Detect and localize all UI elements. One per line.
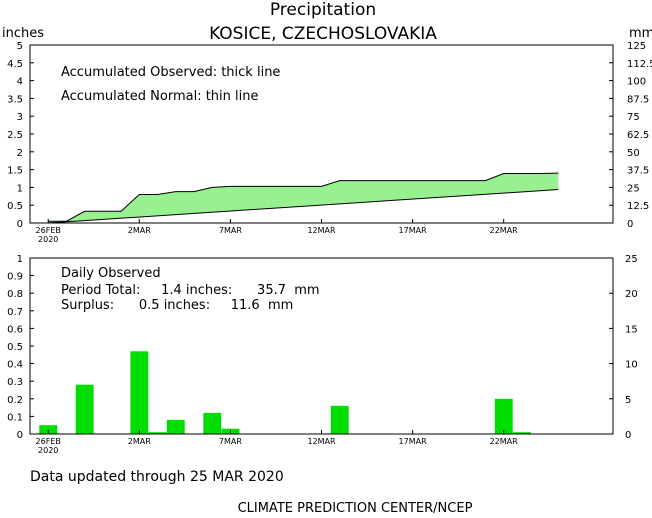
bottom-left-tick-label: 0.8 <box>7 289 23 300</box>
bottom-left-tick-label: 0.3 <box>7 377 23 388</box>
bottom-right-tick-label: 5 <box>625 395 631 406</box>
daily-bar <box>75 384 94 434</box>
accumulated-plot-area <box>48 172 559 224</box>
bottom-left-tick-label: 0.9 <box>7 272 23 283</box>
label-daily-observed: Daily Observed <box>61 266 161 281</box>
observed-surplus-fill <box>48 173 559 223</box>
top-right-tick-label: 112.5 <box>627 59 652 70</box>
series-accumulated-normal-line <box>48 189 559 224</box>
top-right-tick-label: 0 <box>627 219 633 230</box>
bottom-right-tick-label: 10 <box>625 360 638 371</box>
bottom-left-tick-label: 1 <box>17 254 23 265</box>
bottom-right-tick-label: 0 <box>625 430 631 441</box>
top-left-tick-label: 0 <box>17 219 23 230</box>
daily-bar <box>330 405 349 434</box>
top-x-tick-label: 2MAR <box>128 226 151 235</box>
top-right-tick-label: 37.5 <box>627 166 649 177</box>
series-accumulated-observed-line <box>48 172 559 222</box>
credit-line: CLIMATE PREDICTION CENTER/NCEP <box>238 501 473 516</box>
top-x-tick-label: 22MAR <box>490 226 519 235</box>
daily-bar <box>130 351 149 434</box>
daily-bar <box>513 432 531 434</box>
daily-plot-area <box>39 351 531 434</box>
bottom-right-tick-label: 15 <box>625 324 638 335</box>
bottom-left-tick-label: 0.2 <box>7 395 23 406</box>
label-surplus: Surplus: 0.5 inches: 11.6 mm <box>61 298 293 313</box>
bottom-left-tick-label: 0.7 <box>7 307 23 318</box>
top-left-tick-label: 0.5 <box>7 201 23 212</box>
top-right-tick-label: 62.5 <box>627 130 649 141</box>
top-right-unit-label: mm <box>629 26 652 41</box>
top-x-tick-label: 7MAR <box>219 226 242 235</box>
top-left-tick-label: 1 <box>17 183 23 194</box>
bottom-left-tick-label: 0.5 <box>7 342 23 353</box>
top-right-tick-label: 100 <box>627 77 646 88</box>
top-right-tick-label: 87.5 <box>627 94 649 105</box>
top-left-tick-label: 2.5 <box>7 130 23 141</box>
top-right-tick-label: 12.5 <box>627 201 649 212</box>
chart-title: Precipitation <box>270 0 376 20</box>
top-x-tick-label: 17MAR <box>399 226 428 235</box>
top-right-tick-label: 25 <box>627 183 640 194</box>
daily-bar <box>39 425 58 434</box>
top-right-tick-label: 125 <box>627 41 646 52</box>
top-x-tick-label: 26FEB <box>36 226 61 235</box>
top-left-tick-label: 3 <box>17 112 23 123</box>
daily-bar <box>166 419 185 434</box>
bottom-x-tick-label: 2MAR <box>128 437 151 446</box>
top-x-tick-label: 12MAR <box>307 226 336 235</box>
top-x-tick-year: 2020 <box>38 235 58 244</box>
daily-bar <box>494 398 513 434</box>
bottom-right-tick-label: 25 <box>625 254 638 265</box>
bottom-x-tick-label: 7MAR <box>219 437 242 446</box>
top-left-tick-label: 3.5 <box>7 94 23 105</box>
bottom-left-tick-label: 0.4 <box>7 360 23 371</box>
top-left-tick-label: 5 <box>17 41 23 52</box>
daily-bar <box>148 432 167 434</box>
bottom-x-tick-label: 17MAR <box>399 437 428 446</box>
label-period-total: Period Total: 1.4 inches: 35.7 mm <box>61 283 320 298</box>
data-updated-note: Data updated through 25 MAR 2020 <box>30 469 284 485</box>
bottom-x-tick-label: 26FEB <box>36 437 61 446</box>
top-left-unit-label: inches <box>2 26 44 41</box>
top-right-tick-label: 75 <box>627 112 640 123</box>
top-right-tick-label: 50 <box>627 148 640 159</box>
bottom-x-tick-label: 22MAR <box>490 437 519 446</box>
top-left-tick-label: 4.5 <box>7 59 23 70</box>
legend-observed: Accumulated Observed: thick line <box>61 65 280 80</box>
bottom-left-tick-label: 0.6 <box>7 324 23 335</box>
bottom-right-tick-label: 20 <box>625 289 638 300</box>
top-left-tick-label: 4 <box>17 77 23 88</box>
daily-bar <box>203 412 222 434</box>
bottom-x-tick-year: 2020 <box>38 446 58 455</box>
bottom-left-tick-label: 0.1 <box>7 412 23 423</box>
bottom-left-tick-label: 0 <box>17 430 23 441</box>
bottom-x-tick-label: 12MAR <box>307 437 336 446</box>
top-left-tick-label: 1.5 <box>7 166 23 177</box>
legend-normal: Accumulated Normal: thin line <box>61 89 259 104</box>
top-left-tick-label: 2 <box>17 148 23 159</box>
chart-subtitle: KOSICE, CZECHOSLOVAKIA <box>209 24 437 44</box>
